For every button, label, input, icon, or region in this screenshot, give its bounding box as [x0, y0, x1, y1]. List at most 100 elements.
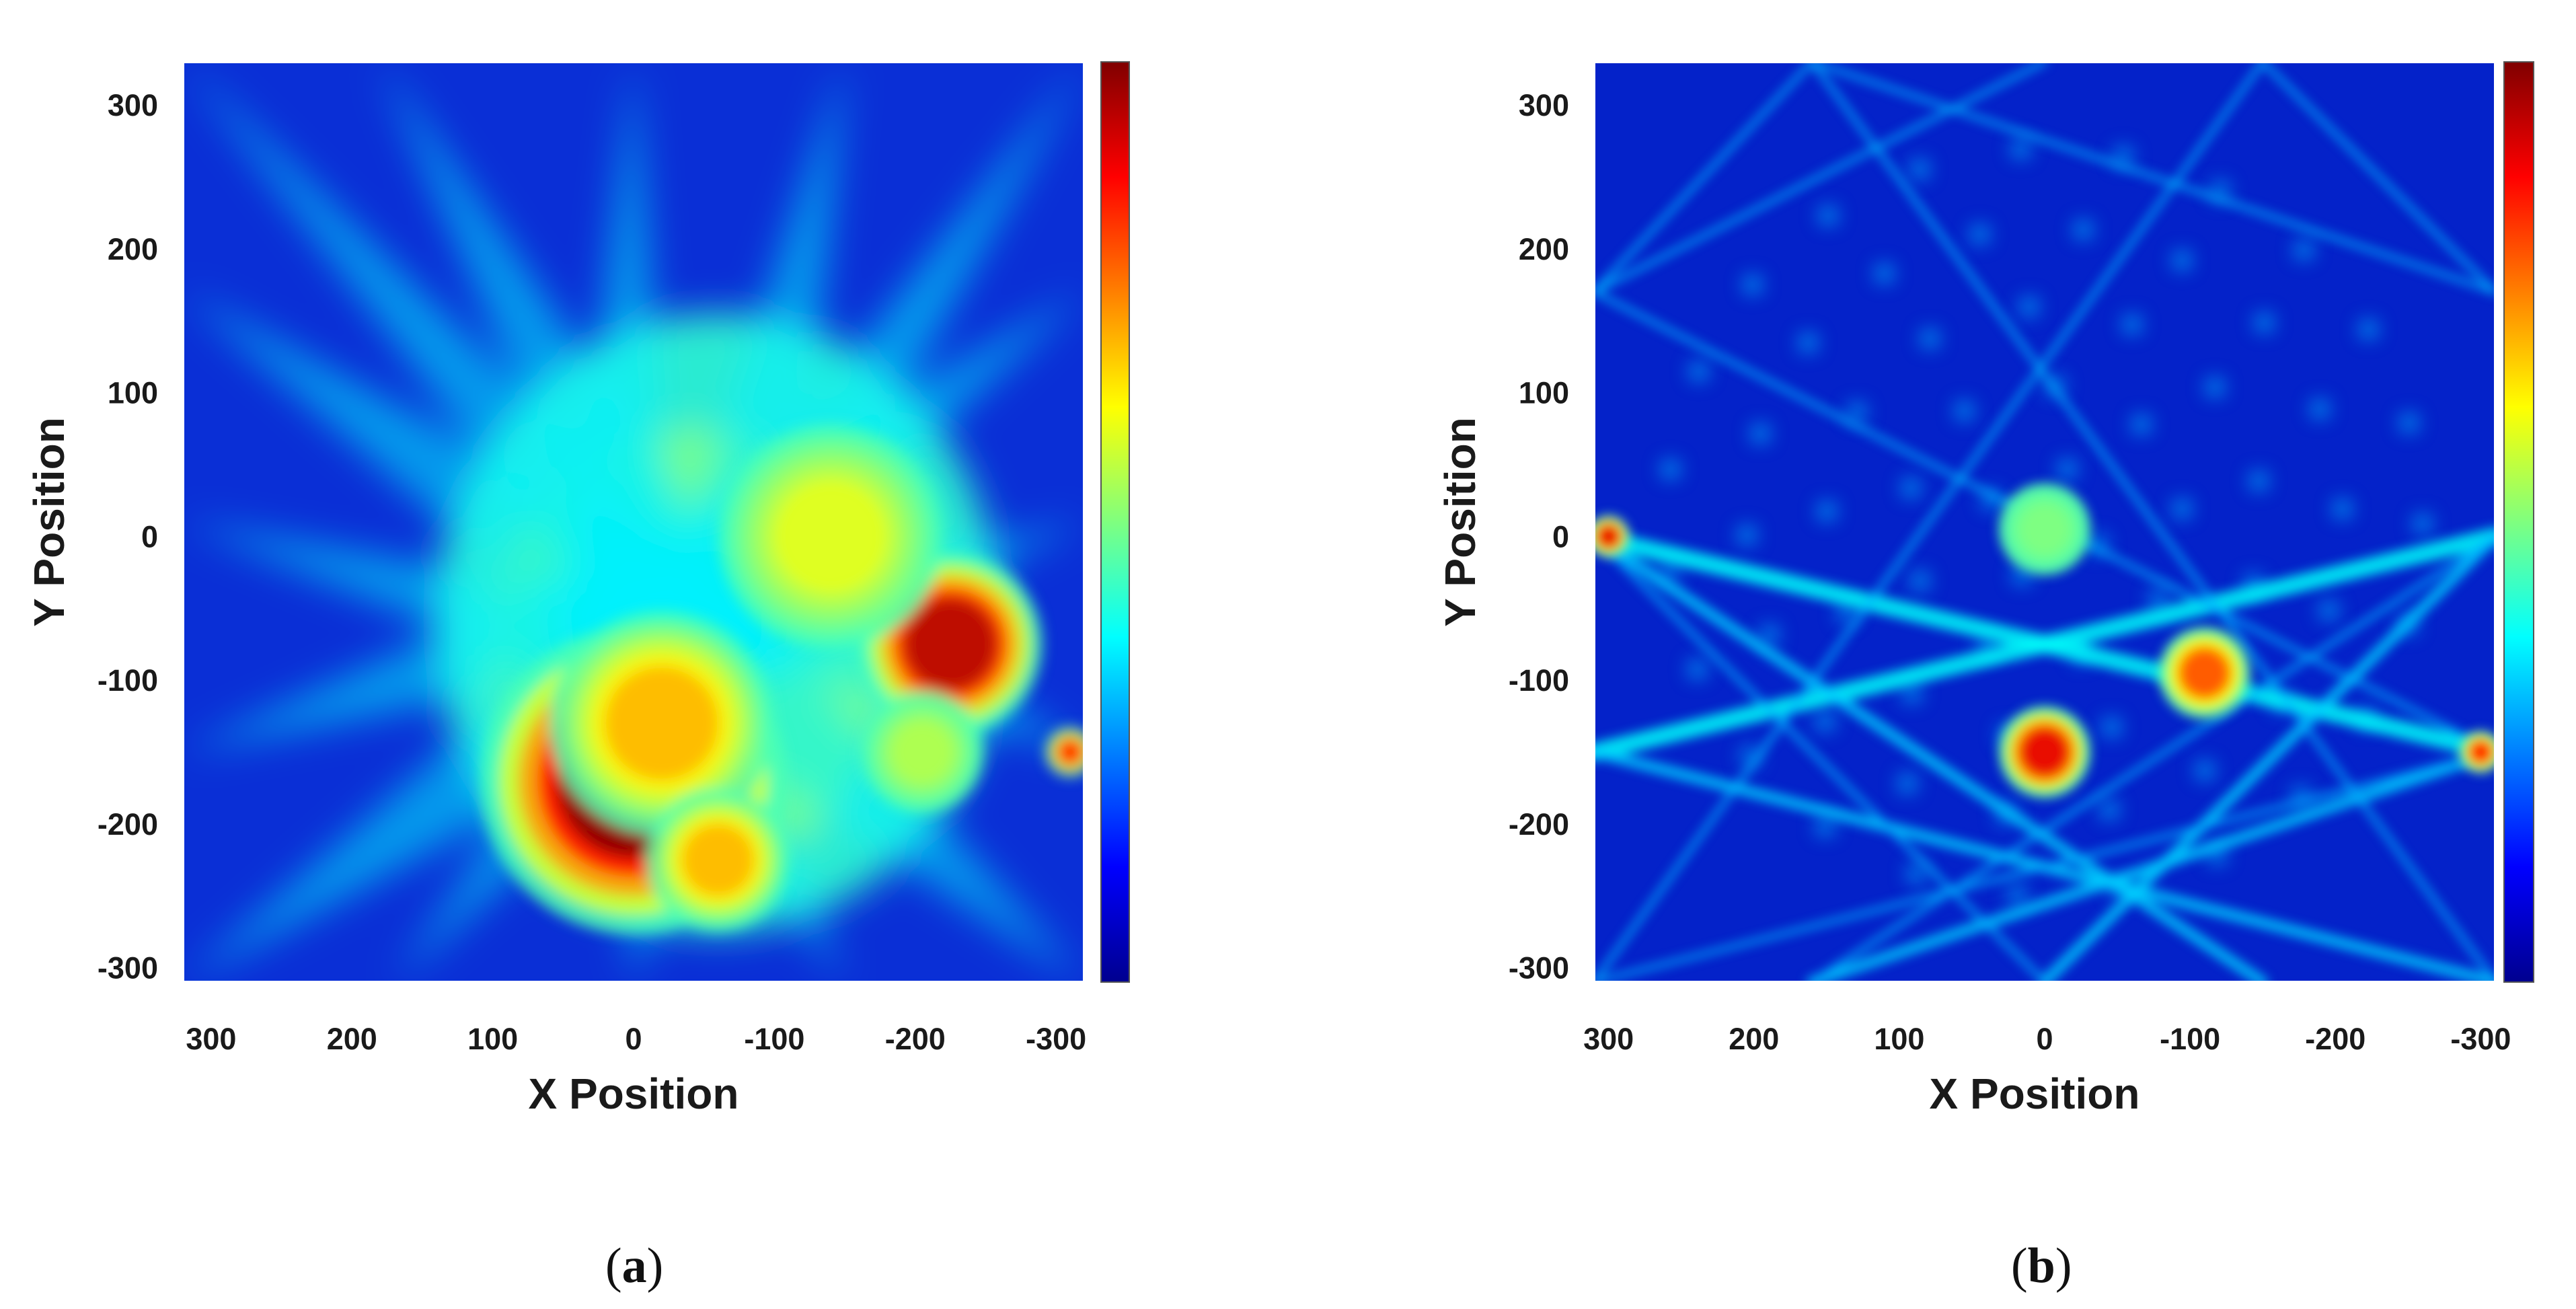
hotspot-mark — [2021, 728, 2068, 776]
lattice-dot — [1847, 402, 1866, 422]
lattice-dot — [2333, 499, 2352, 519]
lattice-dot — [2172, 499, 2192, 519]
x-tick-label: 300 — [186, 1022, 236, 1056]
plot-area-a — [183, 62, 1084, 982]
lattice-dot — [1815, 817, 1835, 836]
hotspot-mark — [891, 721, 954, 783]
hotspot-mark — [1057, 739, 1083, 765]
lattice-dot — [2294, 240, 2314, 260]
hotspot-mark — [774, 480, 888, 593]
x-tick-label: 0 — [625, 1022, 642, 1056]
lattice-dot — [1751, 424, 1770, 443]
y-tick-label: -200 — [1509, 807, 1569, 842]
beam-mark — [1594, 527, 2495, 761]
lattice-dot — [2007, 885, 2026, 905]
lattice-dot — [2149, 589, 2168, 609]
lattice-dot — [1815, 712, 1835, 731]
lattice-dot — [2011, 139, 2031, 159]
y-tick-label: -100 — [1509, 663, 1569, 698]
y-tick-label: 300 — [1519, 88, 1569, 122]
y-tick-label: 200 — [1519, 232, 1569, 266]
lattice-dot — [1688, 659, 1707, 679]
x-axis-label-b: X Position — [1930, 1070, 2140, 1118]
lattice-dot — [2172, 251, 2192, 270]
x-axis-label-a: X Position — [529, 1070, 739, 1118]
lattice-dot — [2195, 761, 2215, 780]
plot-frame-b — [1593, 61, 2497, 983]
y-tick-label: 200 — [108, 232, 158, 266]
plot-frame-a — [182, 61, 1086, 983]
x-tick-label: 200 — [1729, 1022, 1779, 1056]
lattice-dot — [1874, 264, 1894, 283]
lattice-dot — [2310, 400, 2330, 419]
beam-mark — [183, 533, 695, 752]
beam-mark — [183, 292, 656, 647]
colorbar-b — [2503, 61, 2534, 983]
x-tick-label: 200 — [327, 1022, 377, 1056]
heatmap-chart-a: 300 200 100 0 -100 -200 -300 300 200 100 0 -100 -20… — [25, 61, 1130, 1118]
x-tick-label: -200 — [885, 1022, 946, 1056]
caption-b-letter: b — [2027, 1238, 2055, 1294]
lattice-dot — [2319, 601, 2339, 620]
hotspot-mark — [904, 597, 997, 691]
panel-a: 300 200 100 0 -100 -200 -300 300 200 100 0 -100 -20… — [25, 61, 1130, 1118]
lattice-dot — [1819, 206, 1838, 225]
y-tick-label: 300 — [108, 88, 158, 122]
lattice-dot — [1955, 401, 1974, 420]
lattice-dot — [2399, 413, 2419, 433]
caption-a-letter: a — [621, 1238, 647, 1294]
beam-mark — [1594, 533, 2047, 982]
lattice-dot — [1902, 683, 1922, 703]
lattice-dot — [1661, 459, 1680, 479]
lattice-dot — [1689, 362, 1708, 381]
lattice-dot — [1837, 603, 1856, 622]
x-tick-label: -100 — [2160, 1022, 2220, 1056]
lattice-dot — [1817, 501, 1837, 521]
lattice-dot — [2122, 315, 2142, 334]
hotspot-mark — [1597, 525, 1620, 548]
caption-b: (b) — [2011, 1238, 2072, 1294]
lattice-dot — [2100, 800, 2119, 819]
lattice-dot — [2131, 414, 2151, 434]
lattice-dot — [2205, 377, 2225, 397]
lattice-dot — [2359, 320, 2378, 339]
y-tick-label: -100 — [98, 663, 158, 698]
beam-mark — [1594, 749, 2495, 982]
colorbar-a — [1100, 61, 1130, 983]
lattice-dot — [2057, 459, 2077, 479]
beam-mark — [690, 632, 1084, 982]
hotspot-mark — [605, 667, 718, 780]
lattice-dot — [1897, 774, 1917, 793]
y-tick-label: -300 — [98, 951, 158, 985]
x-tick-label: 100 — [467, 1022, 518, 1056]
lattice-dot — [1798, 333, 1818, 352]
lattice-dot — [1759, 625, 1779, 644]
y-tick-label: 0 — [1552, 519, 1569, 554]
lattice-dot — [1660, 562, 1679, 581]
lattice-dot — [1907, 864, 1926, 883]
lattice-dot — [2113, 147, 2133, 166]
x-tick-label: -300 — [2450, 1022, 2511, 1056]
beam-mark — [1594, 62, 1815, 295]
x-tick-label: 100 — [1874, 1022, 1924, 1056]
lattice-dot — [1920, 329, 1940, 348]
lattice-dot — [2102, 718, 2121, 737]
y-axis-label-a: Y Position — [25, 417, 73, 627]
lattice-dot — [1743, 275, 1762, 295]
hotspot-mark — [2470, 741, 2492, 763]
lattice-dot — [1901, 478, 1921, 498]
beam-mark — [1594, 62, 2047, 295]
x-tick-label: -300 — [1026, 1022, 1086, 1056]
x-tick-label: -100 — [744, 1022, 804, 1056]
lattice-dot — [2249, 471, 2269, 490]
hotspot-mark — [2181, 649, 2228, 697]
x-tick-label: 0 — [2036, 1022, 2053, 1056]
y-tick-label: -200 — [98, 807, 158, 842]
panel-b: 300 200 100 0 -100 -200 -300 300 200 100 0 -100 -20… — [1288, 0, 2576, 1309]
heatmap-chart-b: 300 200 100 0 -100 -200 -300 300 200 100 0 -100 -20… — [1436, 61, 2534, 1118]
beam-mark — [2039, 531, 2495, 982]
beam-mark — [1594, 62, 2266, 982]
beam-mark — [1594, 531, 2269, 982]
lattice-dot — [1970, 225, 1990, 244]
caption-a: (a) — [605, 1238, 664, 1294]
